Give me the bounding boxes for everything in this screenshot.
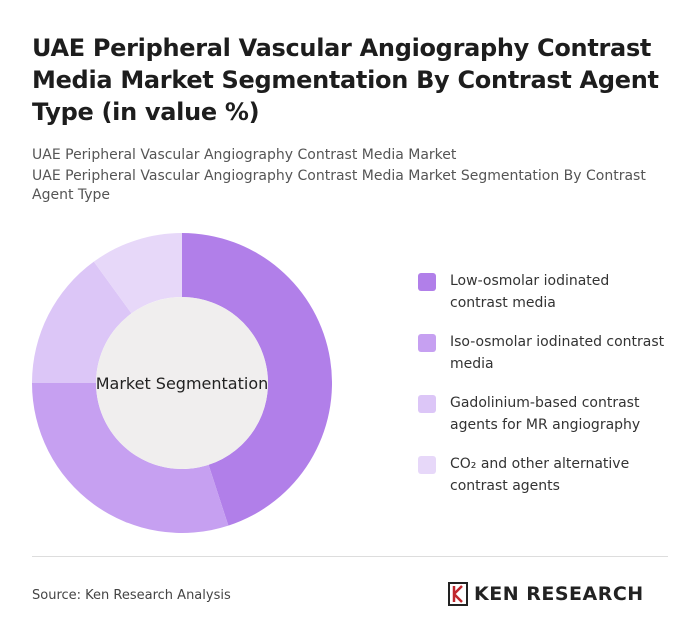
- donut-slice: [182, 233, 332, 526]
- logo-text: KEN RESEARCH: [474, 583, 644, 605]
- legend-swatch: [418, 456, 436, 474]
- logo: KEN RESEARCH: [448, 582, 644, 606]
- subtitle: UAE Peripheral Vascular Angiography Cont…: [32, 168, 646, 203]
- subtitle: UAE Peripheral Vascular Angiography Cont…: [32, 147, 457, 163]
- legend-item: Low-osmolar iodinated contrast media: [418, 270, 678, 314]
- donut-slice: [93, 233, 182, 314]
- legend-item: Iso-osmolar iodinated contrast media: [418, 331, 678, 375]
- legend-label: Gadolinium-based contrast agents for MR …: [450, 395, 641, 433]
- divider: [32, 556, 668, 557]
- donut-slice: [32, 261, 132, 383]
- chart: Market Segmentation: [32, 233, 332, 533]
- logo-icon: [448, 582, 468, 606]
- chart-title: UAE Peripheral Vascular Angiography Cont…: [32, 34, 659, 126]
- legend-swatch: [418, 395, 436, 413]
- legend-item: Gadolinium-based contrast agents for MR …: [418, 392, 678, 436]
- donut-center: [96, 297, 268, 469]
- center-label: Market Segmentation: [96, 374, 269, 393]
- legend: Low-osmolar iodinated contrast media Iso-…: [418, 270, 678, 514]
- legend-item: CO₂ and other alternative contrast agent…: [418, 453, 678, 497]
- legend-label: CO₂ and other alternative contrast agent…: [450, 456, 630, 494]
- source: Source: Ken Research Analysis: [32, 588, 231, 603]
- legend-label: Iso-osmolar iodinated contrast media: [450, 334, 665, 372]
- donut-slice: [32, 383, 229, 533]
- legend-label: Low-osmolar iodinated contrast media: [450, 273, 610, 311]
- legend-swatch: [418, 273, 436, 291]
- legend-swatch: [418, 334, 436, 352]
